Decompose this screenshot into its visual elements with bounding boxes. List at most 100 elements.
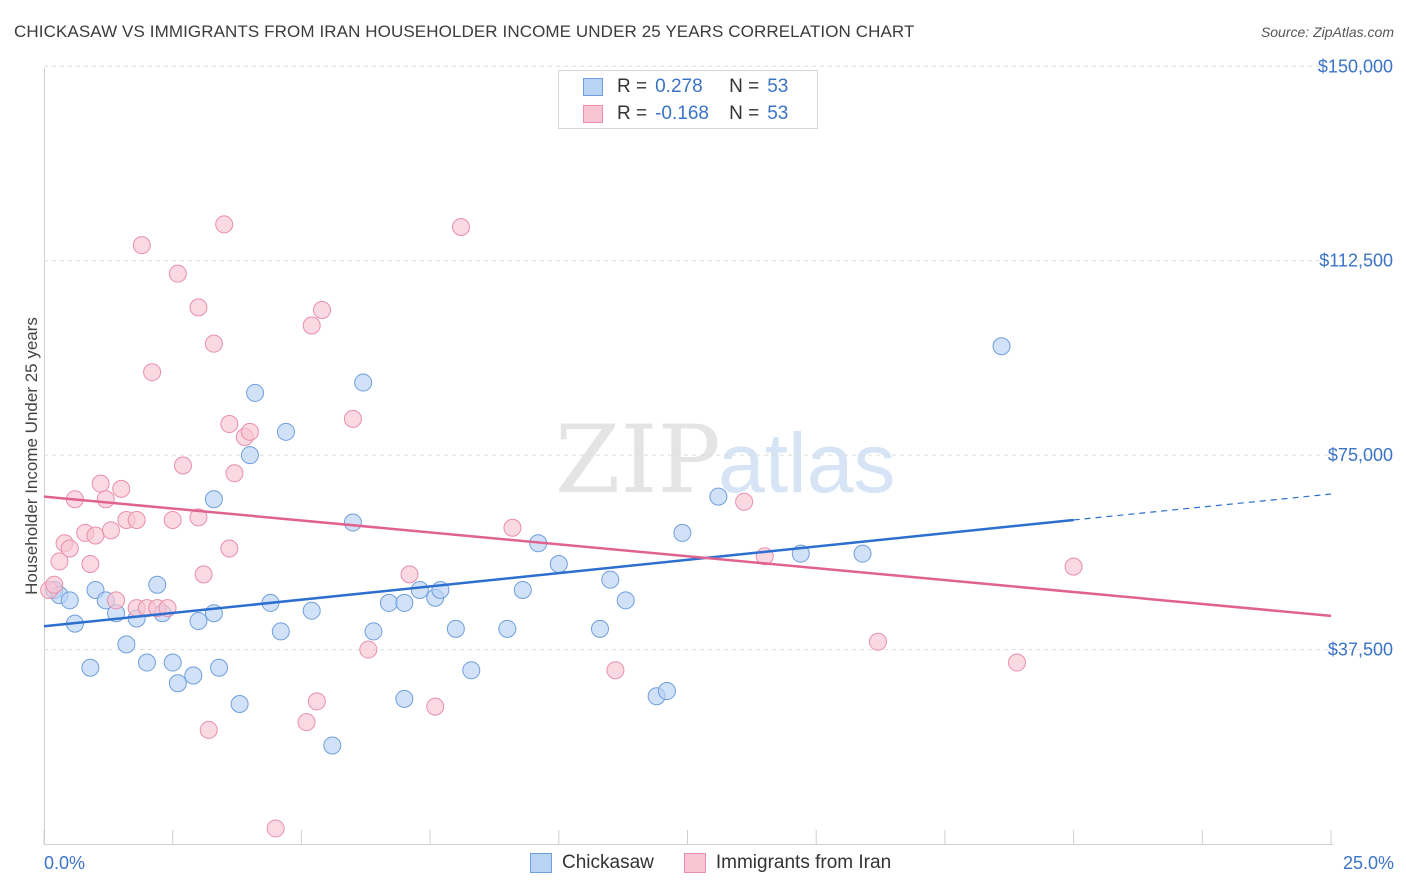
chickasaw-point: [204, 490, 223, 509]
chickasaw-point: [323, 736, 342, 755]
chickasaw-point: [590, 619, 609, 638]
iran-point: [81, 555, 100, 574]
iran-point: [86, 526, 105, 545]
iran-point: [189, 298, 208, 317]
chickasaw-point: [271, 622, 290, 641]
chickasaw-point: [657, 682, 676, 701]
chickasaw-point: [462, 661, 481, 680]
series-swatch-blue: [530, 853, 552, 873]
iran-point: [101, 521, 120, 540]
iran-point: [112, 479, 131, 498]
iran-point: [307, 692, 326, 711]
chickasaw-point: [246, 383, 265, 402]
chickasaw-trend-line: [43, 518, 1074, 628]
iran-point: [107, 591, 126, 610]
series-legend: Chickasaw Immigrants from Iran: [530, 852, 921, 874]
iran-point: [302, 316, 321, 335]
chickasaw-point: [276, 422, 295, 441]
iran-point: [50, 552, 69, 571]
legend-row-iran: R = -0.168 N = 53: [583, 101, 788, 127]
iran-point: [204, 334, 223, 353]
chickasaw-point: [709, 487, 728, 506]
iran-point: [96, 490, 115, 509]
iran-point: [163, 510, 182, 529]
iran-point: [168, 264, 187, 283]
y-tick-label: $112,500: [1319, 251, 1393, 271]
chickasaw-point: [673, 523, 692, 542]
iran-point: [194, 565, 213, 584]
chickasaw-point: [81, 658, 100, 677]
legend-n-value: 53: [767, 103, 789, 124]
legend-r-label: R =: [617, 76, 648, 97]
chickasaw-point: [616, 591, 635, 610]
chickasaw-point: [240, 446, 259, 465]
chickasaw-point: [230, 695, 249, 714]
x-ticks: [43, 830, 1332, 844]
chickasaw-point: [364, 622, 383, 641]
x-tick-label-max: 25.0%: [1343, 853, 1394, 873]
legend-n-label: N =: [729, 103, 760, 124]
watermark-zip: ZIP: [555, 406, 721, 515]
legend-n-value: 53: [767, 76, 789, 97]
series-legend-iran: Immigrants from Iran: [683, 852, 892, 874]
trend-lines: [43, 493, 1332, 628]
axes: [44, 68, 1333, 845]
iran-point: [220, 415, 239, 434]
chickasaw-point: [395, 689, 414, 708]
iran-trend-line: [43, 495, 1332, 618]
stats-legend: R = 0.278 N = 53 R = -0.168 N = 53: [558, 70, 818, 129]
iran-point: [215, 215, 234, 234]
chickasaw-point: [343, 513, 362, 532]
chickasaw-point: [302, 601, 321, 620]
legend-r-label: R =: [617, 103, 648, 124]
legend-row-chickasaw: R = 0.278 N = 53: [583, 74, 788, 100]
iran-point: [240, 422, 259, 441]
iran-point: [343, 409, 362, 428]
series-label-chickasaw: Chickasaw: [562, 852, 654, 873]
series-legend-chickasaw: Chickasaw: [530, 852, 654, 874]
legend-r-value: 0.278: [655, 76, 703, 97]
x-tick-label-min: 0.0%: [44, 853, 85, 873]
iran-point: [297, 713, 316, 732]
chickasaw-point: [410, 580, 429, 599]
iran-point: [266, 819, 285, 838]
iran-point: [143, 363, 162, 382]
chickasaw-point: [184, 666, 203, 685]
source-label: Source: ZipAtlas.com: [1260, 24, 1394, 40]
chart-title: CHICKASAW VS IMMIGRANTS FROM IRAN HOUSEH…: [14, 22, 915, 41]
chickasaw-point: [992, 337, 1011, 356]
legend-swatch-blue: [583, 78, 603, 96]
chickasaw-point: [601, 570, 620, 589]
iran-point: [45, 575, 64, 594]
watermark: ZIP atlas: [555, 406, 895, 515]
chickasaw-point: [163, 653, 182, 672]
legend-n-label: N =: [729, 76, 760, 97]
y-tick-label: $37,500: [1328, 640, 1393, 660]
series-label-iran: Immigrants from Iran: [715, 852, 892, 873]
chickasaw-point: [513, 580, 532, 599]
iran-point: [451, 218, 470, 237]
chickasaw-point: [148, 575, 167, 594]
iran-point: [503, 518, 522, 537]
iran-point: [132, 236, 151, 255]
y-axis-label: Householder Income Under 25 years: [22, 317, 41, 595]
iran-point: [91, 474, 110, 493]
iran-point: [359, 640, 378, 659]
chickasaw-point: [189, 612, 208, 631]
y-tick-labels: $37,500 $75,000 $112,500 $150,000: [1318, 56, 1393, 659]
chickasaw-point: [210, 658, 229, 677]
chickasaw-point: [60, 591, 79, 610]
iran-point: [127, 510, 146, 529]
iran-point: [225, 464, 244, 483]
iran-point: [735, 492, 754, 511]
iran-point: [868, 632, 887, 651]
data-points: [40, 215, 1083, 838]
gridlines: [44, 65, 1395, 651]
chickasaw-point: [137, 653, 156, 672]
iran-point: [606, 661, 625, 680]
iran-point: [60, 539, 79, 558]
series-swatch-pink: [683, 853, 706, 873]
chickasaw-point: [168, 674, 187, 693]
iran-point: [426, 697, 445, 716]
